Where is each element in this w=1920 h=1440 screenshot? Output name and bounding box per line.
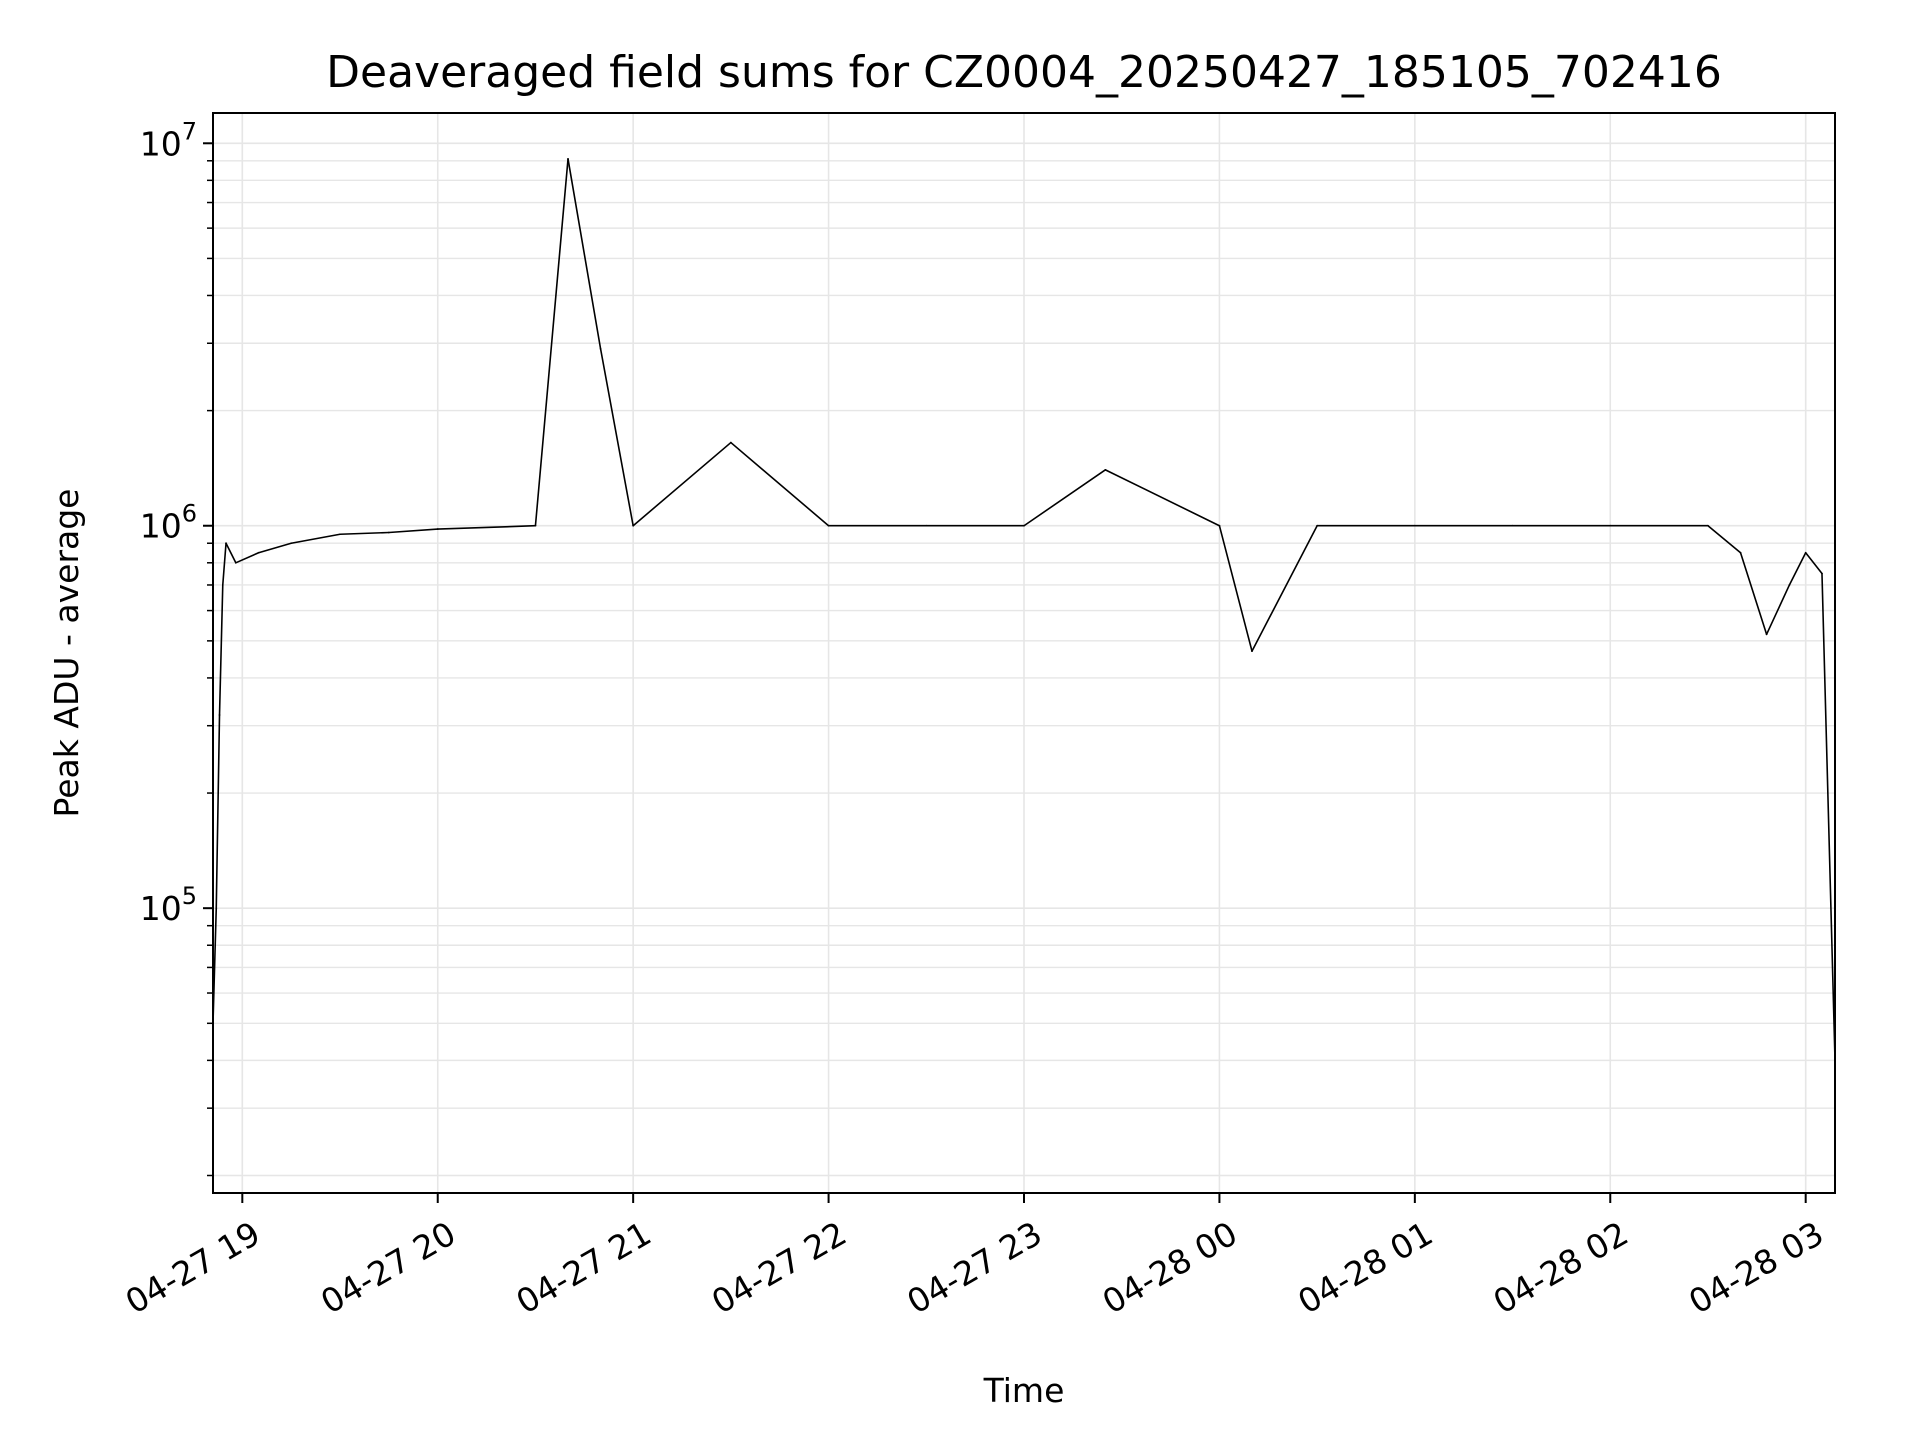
- data-point: [1218, 524, 1221, 527]
- series-segment: [218, 584, 224, 716]
- series-segment: [388, 528, 439, 534]
- data-point: [290, 542, 292, 545]
- series-segment: [1804, 551, 1823, 575]
- data-point: [1511, 524, 1514, 527]
- series-segment: [1104, 469, 1221, 527]
- series-segment: [534, 158, 569, 527]
- series-segment: [225, 542, 237, 564]
- data-point: [925, 524, 928, 527]
- data-point: [436, 528, 439, 530]
- data-point: [567, 158, 569, 160]
- series-segment: [1739, 551, 1768, 636]
- series-segment: [215, 714, 221, 909]
- data-point: [1023, 524, 1025, 527]
- data-point: [257, 551, 260, 554]
- series-segment: [1707, 524, 1742, 554]
- data-point: [225, 542, 227, 545]
- data-point: [1788, 584, 1791, 586]
- data-point: [1104, 469, 1107, 471]
- data-point: [221, 584, 224, 586]
- data-point: [1707, 524, 1709, 527]
- series-segment: [632, 441, 732, 527]
- data-point: [1804, 551, 1807, 554]
- series-segment: [221, 542, 227, 586]
- series-segment: [599, 348, 634, 527]
- data-point: [1251, 650, 1253, 652]
- data-point: [1765, 633, 1768, 636]
- y-tick-label: 107: [140, 117, 197, 163]
- data-point: [534, 524, 537, 527]
- series-segment: [1765, 584, 1791, 636]
- data-point: [1739, 551, 1742, 554]
- series-segment: [1023, 469, 1107, 527]
- data-point: [1609, 524, 1612, 527]
- data-point: [218, 714, 221, 716]
- data-layer: [212, 158, 1836, 1062]
- data-point: [730, 441, 732, 444]
- series-segment: [1788, 551, 1807, 586]
- series-segment: [290, 533, 341, 545]
- series-segment: [730, 441, 830, 527]
- data-point: [388, 531, 390, 534]
- data-point: [632, 524, 634, 527]
- series-segment: [257, 542, 292, 554]
- data-point: [827, 524, 830, 527]
- chart-title: Deaveraged field sums for CZ0004_2025042…: [326, 47, 1722, 98]
- y-tick-label: 105: [140, 882, 197, 928]
- data-point: [599, 348, 602, 350]
- x-axis-title: Time: [983, 1371, 1065, 1410]
- data-point: [339, 533, 341, 536]
- series-segment: [1251, 524, 1318, 652]
- data-point: [1821, 572, 1823, 575]
- y-tick-label: 106: [140, 500, 197, 546]
- data-point: [215, 907, 218, 909]
- y-axis-title: Peak ADU - average: [47, 489, 86, 818]
- data-point: [234, 561, 237, 564]
- data-point: [1414, 524, 1416, 527]
- series-segment: [567, 158, 602, 350]
- series-segment: [1218, 524, 1253, 652]
- data-point: [1316, 524, 1318, 527]
- series-segment: [1821, 572, 1836, 1062]
- series-segment: [436, 524, 537, 530]
- series-segment: [234, 551, 260, 564]
- series-segment: [339, 531, 390, 536]
